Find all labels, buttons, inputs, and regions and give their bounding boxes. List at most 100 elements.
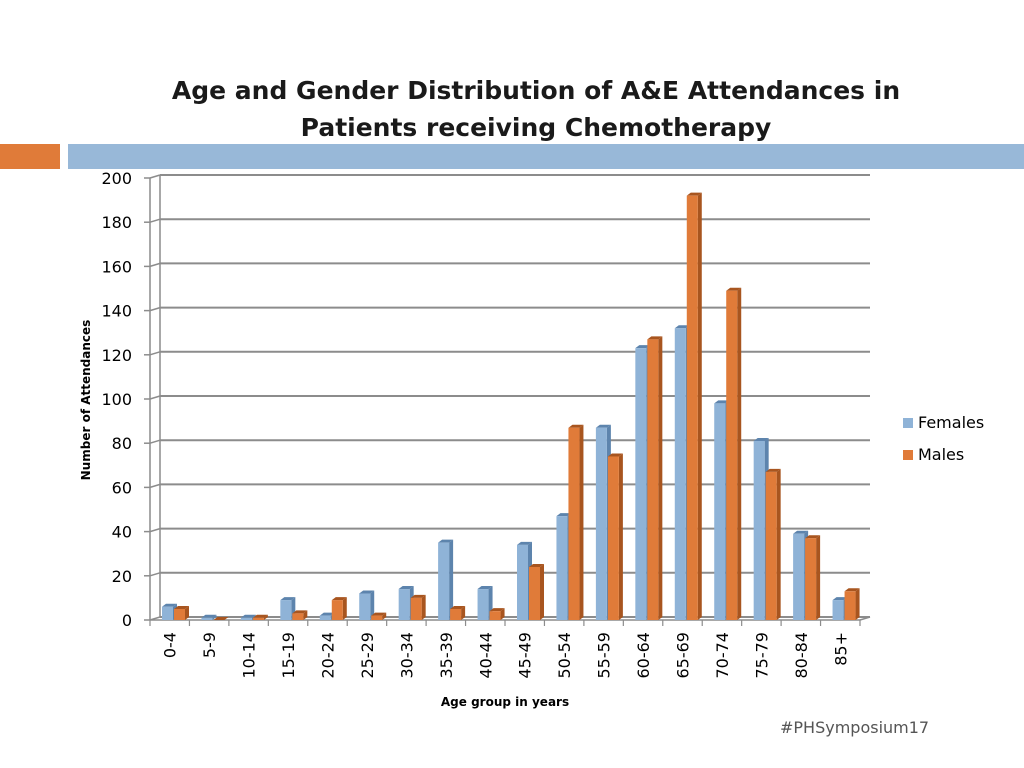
bar-top-females: [793, 530, 809, 534]
x-tick-label: 60-64: [634, 632, 653, 679]
bar-side-males: [540, 563, 544, 620]
bar-females: [517, 544, 528, 620]
bar-top-females: [595, 424, 611, 428]
x-tick-label: 85+: [831, 632, 850, 666]
bar-top-males: [450, 605, 466, 609]
bar-top-males: [371, 612, 387, 616]
gridline-depth: [149, 395, 161, 400]
bar-side-males: [658, 336, 663, 620]
legend-swatch-males: [903, 450, 913, 460]
bar-top-males: [529, 563, 544, 567]
bar-males: [410, 597, 422, 620]
bar-females: [477, 589, 489, 620]
bar-side-males: [776, 468, 781, 620]
footer-hashtag: #PHSymposium17: [780, 718, 930, 737]
x-tick-labels: 0-4 5-9 10-14 15-19 20-24 25-29 30-34 35-39 40-4…: [161, 632, 851, 679]
x-tick-label: 0-4: [161, 632, 180, 658]
gridline-depth: [149, 262, 161, 268]
bar-top-females: [477, 586, 493, 590]
bar-top-males: [647, 336, 663, 340]
gridline-depth: [149, 351, 161, 356]
bar-males: [292, 613, 304, 620]
bar-males: [252, 617, 264, 620]
bar-males: [607, 456, 619, 620]
bar-top-males: [174, 605, 189, 609]
bar-males: [450, 608, 462, 620]
y-tick-label: 200: [101, 169, 132, 188]
legend-label-males: Males: [918, 445, 964, 464]
gridline-depth: [149, 218, 161, 223]
bar-males: [331, 600, 343, 620]
x-tick-label: 80-84: [792, 632, 811, 679]
bar-top-males: [489, 608, 505, 612]
bar-top-males: [292, 610, 308, 614]
bar-top-males: [568, 424, 584, 428]
legend: Females Males: [903, 413, 984, 464]
gridline-depth: [149, 439, 161, 444]
bar-males: [726, 290, 738, 620]
bar-top-males: [686, 192, 702, 196]
y-tick-label: 60: [112, 478, 132, 497]
bar-males: [844, 591, 856, 620]
floor-edge: [859, 616, 871, 621]
bar-side-females: [212, 614, 217, 620]
bar-side-males: [816, 535, 821, 620]
bar-top-females: [753, 437, 769, 441]
y-tick-label: 160: [101, 257, 132, 276]
bar-females: [635, 348, 647, 620]
bar-top-males: [844, 588, 860, 592]
bar-females: [201, 617, 213, 620]
bar-side-males: [855, 588, 860, 620]
bar-males: [647, 339, 659, 620]
gridline-depth: [149, 174, 161, 179]
bar-top-females: [359, 590, 375, 594]
y-tick-label: 40: [112, 523, 132, 542]
bar-side-males: [737, 287, 742, 620]
bar-top-males: [213, 617, 229, 620]
bar-top-females: [162, 603, 177, 607]
bar-females: [793, 533, 805, 620]
x-tick-label: 45-49: [516, 632, 535, 679]
bar-females: [438, 542, 450, 620]
accent-bar-blue: [68, 144, 1024, 169]
bar-males: [371, 615, 383, 620]
bar-side-males: [579, 424, 584, 620]
x-tick-label: 10-14: [240, 632, 259, 679]
bar-top-females: [556, 513, 572, 517]
gridline-depth: [149, 527, 161, 533]
bar-top-males: [607, 453, 623, 457]
x-tick-label: 70-74: [713, 632, 732, 679]
bar-males: [686, 195, 698, 620]
slide-title: Age and Gender Distribution of A&E Atten…: [171, 76, 901, 142]
bars-layer: [162, 192, 860, 620]
bar-side-males: [303, 610, 308, 620]
bar-side-females: [370, 590, 375, 620]
x-tick-label: 40-44: [476, 632, 495, 679]
x-tick-label: 35-39: [437, 632, 456, 679]
bar-females: [162, 606, 173, 620]
bar-females: [753, 440, 765, 620]
bar-females: [359, 593, 371, 620]
bar-females: [674, 328, 686, 620]
bar-males: [805, 538, 817, 620]
bar-top-females: [832, 597, 848, 601]
bar-top-males: [410, 594, 426, 598]
bar-females: [714, 403, 726, 620]
bar-males: [174, 608, 185, 620]
bar-top-males: [765, 468, 781, 472]
bar-side-males: [461, 605, 466, 620]
bar-top-females: [201, 614, 217, 618]
bar-females: [280, 600, 292, 620]
x-axis-title: Age group in years: [441, 695, 569, 709]
bar-top-females: [438, 539, 454, 543]
bar-side-males: [342, 597, 347, 620]
axis-layer: [144, 175, 871, 626]
bar-top-males: [331, 597, 347, 601]
bar-males: [765, 471, 777, 620]
x-tick-label: 20-24: [319, 632, 338, 679]
y-tick-label: 120: [101, 346, 132, 365]
bar-females: [595, 427, 607, 620]
legend-label-females: Females: [918, 413, 984, 432]
y-tick-label: 80: [112, 434, 132, 453]
